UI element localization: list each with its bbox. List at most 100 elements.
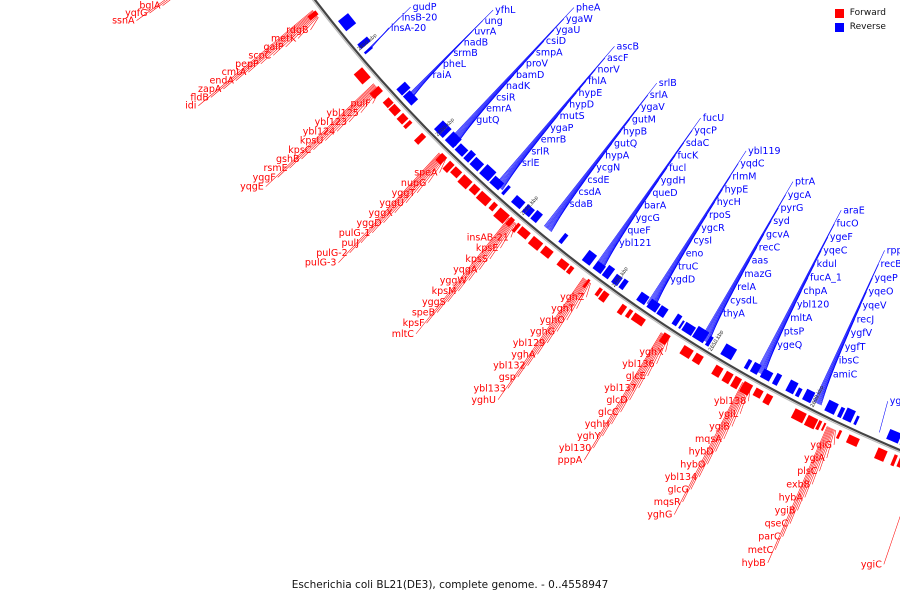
reverse-leader-line <box>449 29 555 142</box>
forward-gene-label: scpC <box>248 50 271 61</box>
forward-leader-line <box>556 281 589 332</box>
reverse-gene-label: smpA <box>536 47 563 58</box>
forward-gene-label: nupG <box>401 178 426 189</box>
reverse-leader-line <box>759 277 809 374</box>
forward-gene-label: kpsC <box>288 145 311 156</box>
reverse-leader-line <box>366 6 411 52</box>
reverse-leader-line <box>407 20 483 98</box>
forward-leader-line <box>500 222 516 249</box>
forward-gene-label: hybB <box>742 558 766 569</box>
forward-gene-label: metK <box>271 33 297 44</box>
forward-gene-label: kpsS <box>465 254 488 265</box>
reverse-gene <box>759 368 774 382</box>
forward-gene-label: endA <box>209 76 234 87</box>
reverse-gene-label: ptsP <box>784 327 805 338</box>
reverse-gene-label: ygaU <box>556 25 580 36</box>
reverse-gene-label: emrB <box>541 135 567 146</box>
forward-gene-label: metC <box>748 545 774 556</box>
forward-gene-label: zapA <box>198 84 222 95</box>
forward-gene-label: pulG-2 <box>316 248 348 259</box>
forward-gene <box>413 132 427 145</box>
reverse-leader-line <box>759 264 815 374</box>
reverse-gene-label: ygdH <box>661 175 686 186</box>
reverse-gene-label: ybl121 <box>619 238 651 249</box>
forward-gene-label: ybl133 <box>473 383 505 394</box>
forward-gene <box>630 312 646 327</box>
map-caption: Escherichia coli BL21(DE3), complete gen… <box>291 579 609 591</box>
reverse-gene-label: araE <box>843 205 865 216</box>
reverse-gene-label: insA-20 <box>391 23 426 34</box>
forward-leader-line <box>674 381 744 515</box>
reverse-gene <box>720 343 738 361</box>
reverse-gene-label: ygaV <box>641 102 665 113</box>
reverse-gene-label: insB-20 <box>402 12 438 23</box>
reverse-gene-label: proV <box>526 59 549 70</box>
reverse-gene <box>396 81 411 96</box>
forward-gene-label: plsC <box>797 466 818 477</box>
forward-gene-label: pppA <box>558 455 583 466</box>
forward-gene <box>721 370 734 385</box>
reverse-gene-label: fucA_1 <box>810 273 842 284</box>
forward-gene <box>658 332 671 346</box>
forward-leader-line <box>507 277 585 389</box>
forward-gene-label: pulF <box>350 98 370 109</box>
forward-gene <box>874 447 888 462</box>
reverse-gene-label: norV <box>597 65 620 76</box>
forward-leader-line <box>527 279 587 366</box>
forward-gene-label: ybl137 <box>604 383 636 394</box>
forward-gene-label: ygiB <box>775 506 796 517</box>
forward-gene <box>790 408 807 424</box>
forward-gene-label: hybD <box>689 447 714 458</box>
forward-gene-label: pulJ <box>342 238 360 249</box>
forward-gene-label: yggU <box>379 198 404 209</box>
reverse-leader-line <box>648 176 731 305</box>
forward-leader-line <box>297 16 318 39</box>
forward-leader-line <box>690 382 745 490</box>
forward-gene-label: yghA <box>511 349 536 360</box>
forward-leader-line <box>611 333 665 425</box>
forward-gene <box>624 308 634 319</box>
forward-gene-label: hybO <box>680 459 705 470</box>
legend-forward: Forward <box>834 8 886 18</box>
reverse-gene <box>363 46 373 55</box>
reverse-gene <box>886 428 900 444</box>
forward-gene-label: yghG <box>530 327 555 338</box>
forward-leader-line <box>277 84 375 178</box>
reverse-leader-line <box>879 401 889 433</box>
forward-gene-label: glcD <box>606 395 627 406</box>
forward-gene <box>540 245 554 259</box>
reverse-gene-label: amiC <box>833 369 858 380</box>
forward-gene-label: yghG <box>647 510 672 521</box>
reverse-leader-line <box>813 250 885 402</box>
reverse-gene <box>678 320 685 330</box>
reverse-gene-label: ygdD <box>670 274 695 285</box>
reverse-leader-line <box>544 94 649 227</box>
reverse-gene-label: hypB <box>623 126 647 137</box>
reverse-leader-line <box>646 150 747 304</box>
reverse-gene <box>802 388 816 404</box>
forward-gene-label: yghT <box>551 304 575 315</box>
forward-gene-label: yghZ <box>560 292 585 303</box>
reverse-gene-label: hypD <box>569 100 594 111</box>
reverse-gene-label: ycgN <box>596 163 620 174</box>
forward-gene <box>820 422 827 432</box>
forward-gene-label: ygiA <box>804 453 825 464</box>
forward-gene-label: fldB <box>190 92 209 103</box>
forward-gene-label: kpsM <box>432 286 457 297</box>
forward-leader-line <box>338 152 440 263</box>
reverse-gene-label: srlE <box>522 158 540 169</box>
forward-gene-label: glcG <box>668 484 689 495</box>
forward-gene-label: pulG-3 <box>305 258 337 269</box>
reverse-gene-label: srlB <box>659 78 677 89</box>
forward-gene-label: mqsA <box>695 434 722 445</box>
reverse-gene-label: mltA <box>790 313 813 324</box>
reverse-leader-line <box>816 305 861 404</box>
reverse-gene <box>510 195 526 210</box>
forward-leader-line <box>383 155 443 224</box>
forward-gene <box>711 364 724 378</box>
tick-mark <box>813 389 822 408</box>
reverse-gene <box>454 143 469 157</box>
backbone-shadow <box>311 0 900 453</box>
reverse-gene <box>646 298 661 313</box>
